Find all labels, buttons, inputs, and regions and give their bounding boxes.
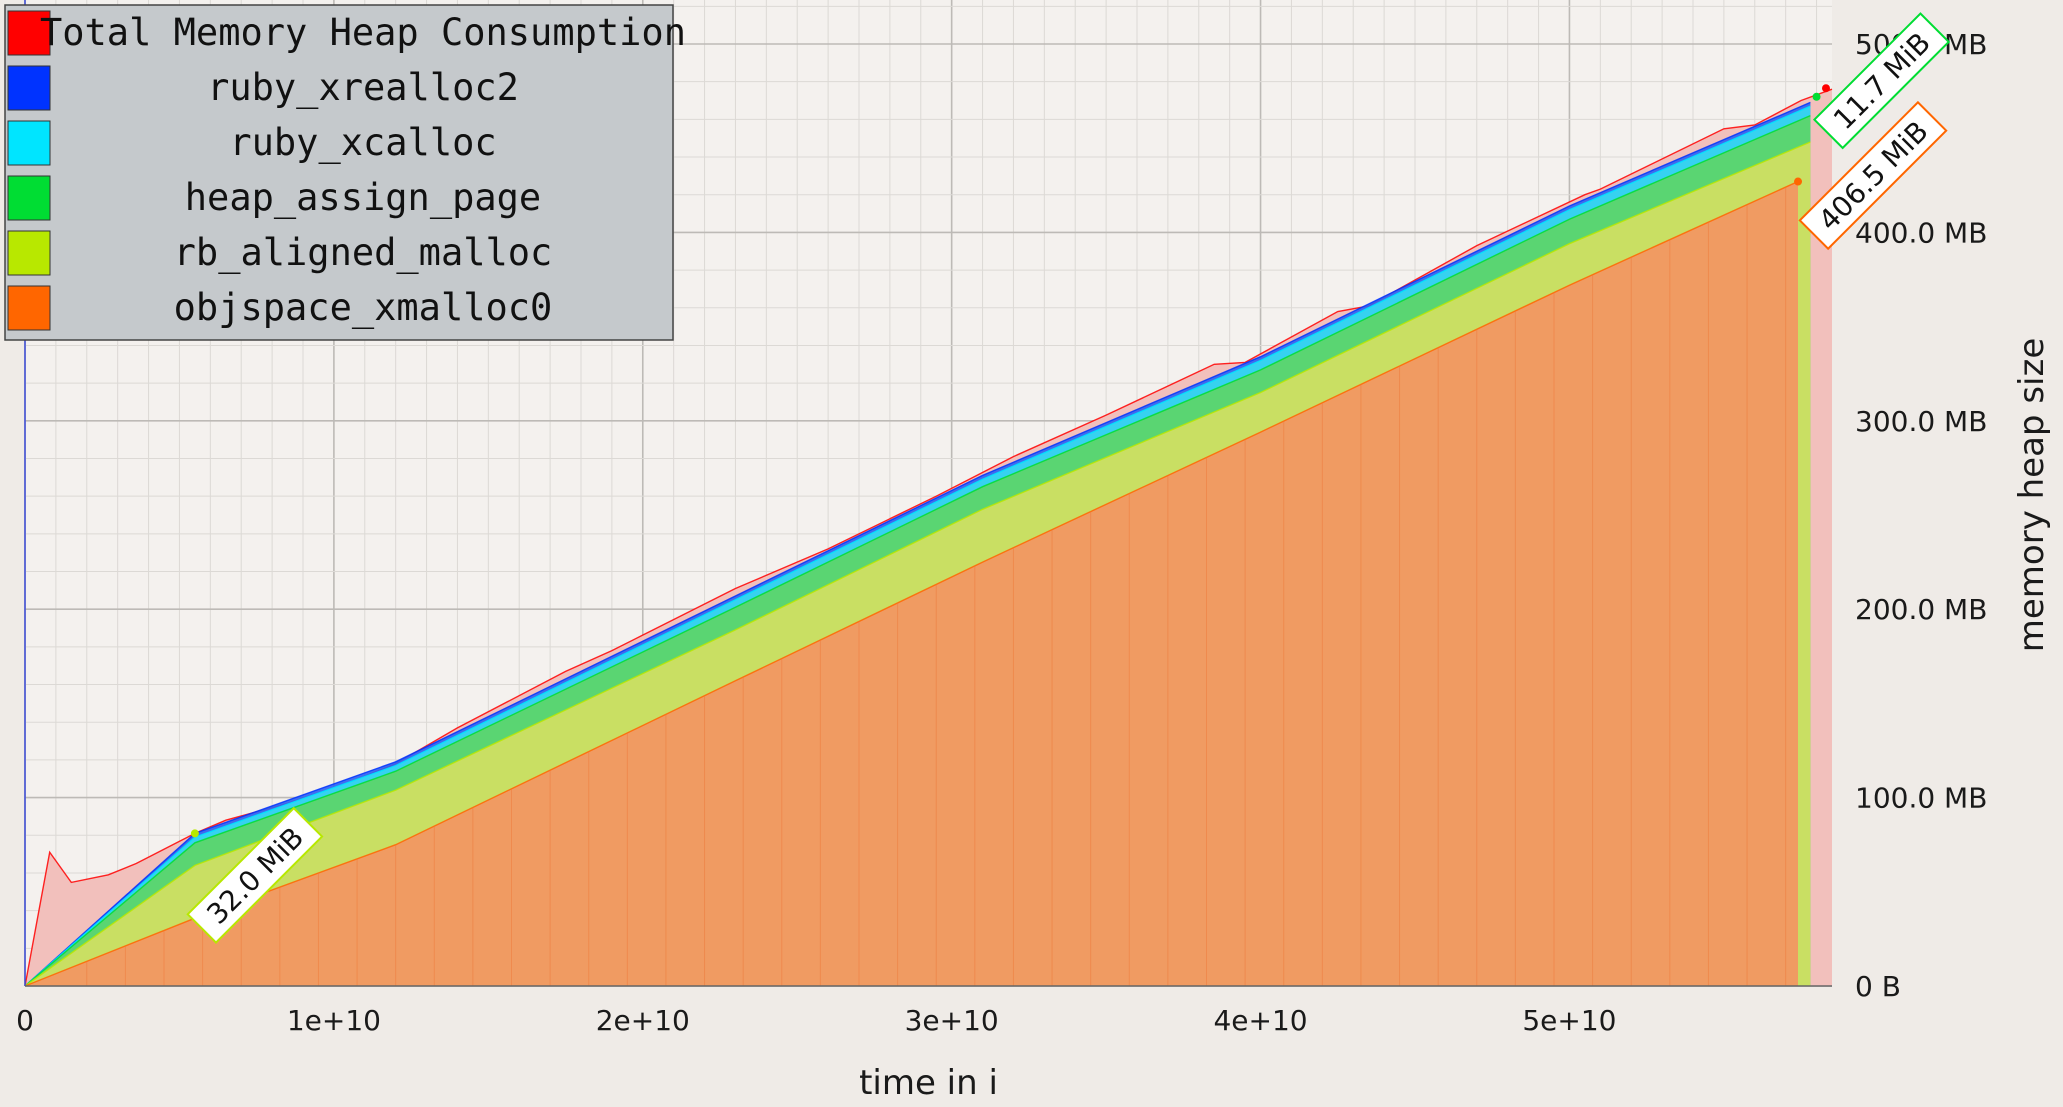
x-tick-label: 4e+10: [1213, 1004, 1307, 1037]
legend-label: heap_assign_page: [185, 176, 541, 220]
x-tick-label: 3e+10: [905, 1004, 999, 1037]
legend-swatch: [7, 120, 51, 166]
legend-label: ruby_xrealloc2: [207, 66, 519, 110]
chart-series: [24, 88, 1833, 987]
legend-swatch: [7, 10, 51, 56]
total-peak-marker: [1822, 84, 1830, 93]
y-tick-label: 200.0 MB: [1855, 593, 1987, 626]
legend-label: objspace_xmalloc0: [174, 286, 553, 330]
y-axis-title: memory heap size: [2012, 338, 2052, 652]
x-tick-label: 2e+10: [596, 1004, 690, 1037]
x-tick-label: 5e+10: [1522, 1004, 1616, 1037]
x-tick-label: 0: [16, 1004, 34, 1037]
y-tick-label: 0 B: [1855, 970, 1901, 1003]
series-line-ruby_xcalloc: [24, 105, 1811, 987]
annotation-box: [1812, 12, 1951, 150]
y-tick-label: 100.0 MB: [1855, 782, 1987, 815]
series-line-heap_assign_page: [24, 114, 1811, 987]
annotation-marker: [1794, 177, 1803, 186]
x-axis-title: time in i: [859, 1063, 998, 1103]
legend-swatch: [7, 175, 51, 221]
x-tick-label: 1e+10: [287, 1004, 381, 1037]
chart-legend: Total Memory Heap Consumption ruby_xreall…: [4, 4, 686, 341]
series-line-ruby_xrealloc2: [24, 101, 1811, 987]
y-tick-label: 300.0 MB: [1855, 405, 1987, 438]
series-line-Total Memory Heap Consumption: [24, 88, 1833, 987]
annotation-box: [1798, 100, 1948, 251]
series-area-objspace_xmalloc0: [25, 181, 1798, 986]
legend-swatch: [7, 230, 51, 276]
legend-box: [4, 4, 674, 341]
series-line-rb_aligned_malloc: [24, 141, 1811, 987]
legend-swatch: [7, 285, 51, 331]
annotation-box: [186, 806, 324, 944]
annotation-marker: [1812, 92, 1821, 101]
legend-swatch: [7, 65, 51, 111]
legend-label: ruby_xcalloc: [229, 121, 496, 165]
legend-label: Total Memory Heap Consumption: [40, 11, 686, 54]
legend-label: rb_aligned_malloc: [174, 231, 553, 275]
annotation-marker: [190, 829, 199, 838]
y-tick-label: 400.0 MB: [1855, 216, 1987, 249]
